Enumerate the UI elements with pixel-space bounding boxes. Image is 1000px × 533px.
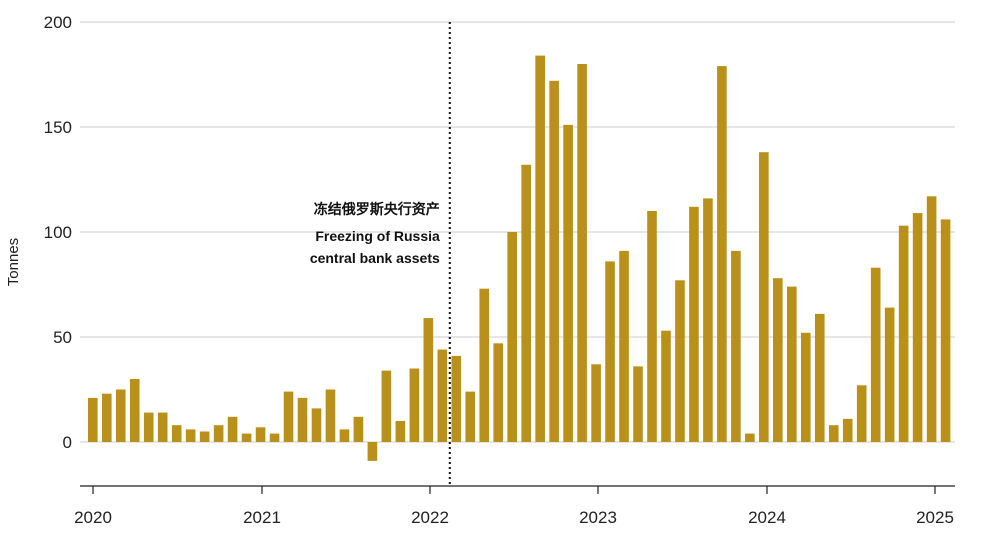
bar xyxy=(227,416,238,442)
bar xyxy=(549,80,559,443)
x-axis-ticks: 2020 2021 2022 2023 2024 2025 xyxy=(74,486,954,527)
bar xyxy=(437,349,448,442)
bar xyxy=(591,364,601,442)
bar xyxy=(535,55,545,442)
y-axis-ticks: 0 50 100 150 200 xyxy=(44,13,72,452)
bars xyxy=(88,55,951,461)
bar xyxy=(759,152,769,442)
bar xyxy=(731,250,741,442)
bar xyxy=(353,416,364,442)
bar xyxy=(773,278,783,442)
bar xyxy=(633,366,643,442)
bar xyxy=(661,330,671,442)
bar xyxy=(241,433,252,442)
bar xyxy=(647,211,657,442)
bar xyxy=(577,64,587,442)
x-tick-label: 2023 xyxy=(579,508,617,527)
bar xyxy=(563,124,573,443)
annotation-label-en-line2: central bank assets xyxy=(310,250,440,266)
bar xyxy=(255,427,266,442)
bar xyxy=(842,418,853,442)
x-tick-label: 2024 xyxy=(748,508,786,527)
bar xyxy=(800,332,811,442)
bar xyxy=(367,442,378,461)
bar xyxy=(717,66,727,442)
bar xyxy=(870,267,881,442)
bar xyxy=(101,393,112,442)
bar xyxy=(157,412,168,442)
x-tick-label: 2022 xyxy=(411,508,449,527)
y-tick-label: 200 xyxy=(44,13,72,32)
bar xyxy=(297,397,308,442)
bar xyxy=(507,232,517,442)
bar xyxy=(451,355,462,442)
bar xyxy=(814,313,825,442)
bar xyxy=(703,198,713,442)
bar xyxy=(171,425,182,442)
bar xyxy=(115,389,126,442)
bar xyxy=(493,343,504,442)
bar xyxy=(269,433,280,442)
y-tick-label: 0 xyxy=(63,433,72,452)
y-tick-label: 150 xyxy=(44,118,72,137)
bar xyxy=(675,280,685,442)
x-tick-label: 2020 xyxy=(74,508,112,527)
bar xyxy=(926,196,937,442)
bar xyxy=(199,431,210,442)
bar xyxy=(479,288,490,442)
bar xyxy=(129,379,140,442)
bar xyxy=(787,286,797,442)
bar xyxy=(185,429,196,442)
annotation-label-en-line1: Freezing of Russia xyxy=(315,228,440,244)
bar xyxy=(283,391,294,442)
bar xyxy=(311,408,322,442)
bar xyxy=(423,318,434,442)
bar xyxy=(325,389,336,442)
bar xyxy=(689,206,699,442)
y-tick-label: 100 xyxy=(44,223,72,242)
bar xyxy=(213,425,224,442)
bar xyxy=(605,261,615,442)
bar xyxy=(828,425,839,442)
y-axis-label: Tonnes xyxy=(5,238,22,286)
bar xyxy=(339,429,350,442)
annotation: 冻结俄罗斯央行资产 Freezing of Russia central ban… xyxy=(310,22,451,486)
bar xyxy=(143,412,154,442)
bar xyxy=(940,219,951,442)
bar xyxy=(619,250,629,442)
bar xyxy=(381,370,392,442)
x-tick-label: 2021 xyxy=(243,508,281,527)
bar xyxy=(898,225,909,442)
bar xyxy=(395,421,406,442)
x-tick-label: 2025 xyxy=(916,508,954,527)
bar xyxy=(465,391,476,442)
y-tick-label: 50 xyxy=(53,328,72,347)
bar xyxy=(856,385,867,442)
bar xyxy=(521,164,531,443)
annotation-label-cn: 冻结俄罗斯央行资产 xyxy=(314,201,440,217)
bar xyxy=(884,307,895,442)
bar xyxy=(88,397,98,442)
bar xyxy=(745,433,755,442)
bar xyxy=(409,368,420,442)
bar xyxy=(912,213,923,442)
